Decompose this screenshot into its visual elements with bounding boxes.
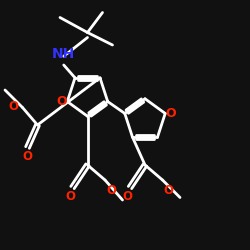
Text: O: O: [166, 107, 176, 120]
Text: O: O: [56, 95, 67, 108]
Text: O: O: [22, 150, 32, 163]
Text: O: O: [164, 184, 174, 197]
Text: O: O: [122, 190, 132, 203]
Text: O: O: [106, 184, 116, 197]
Text: NH: NH: [52, 47, 76, 61]
Text: O: O: [65, 190, 75, 203]
Text: O: O: [9, 100, 19, 113]
